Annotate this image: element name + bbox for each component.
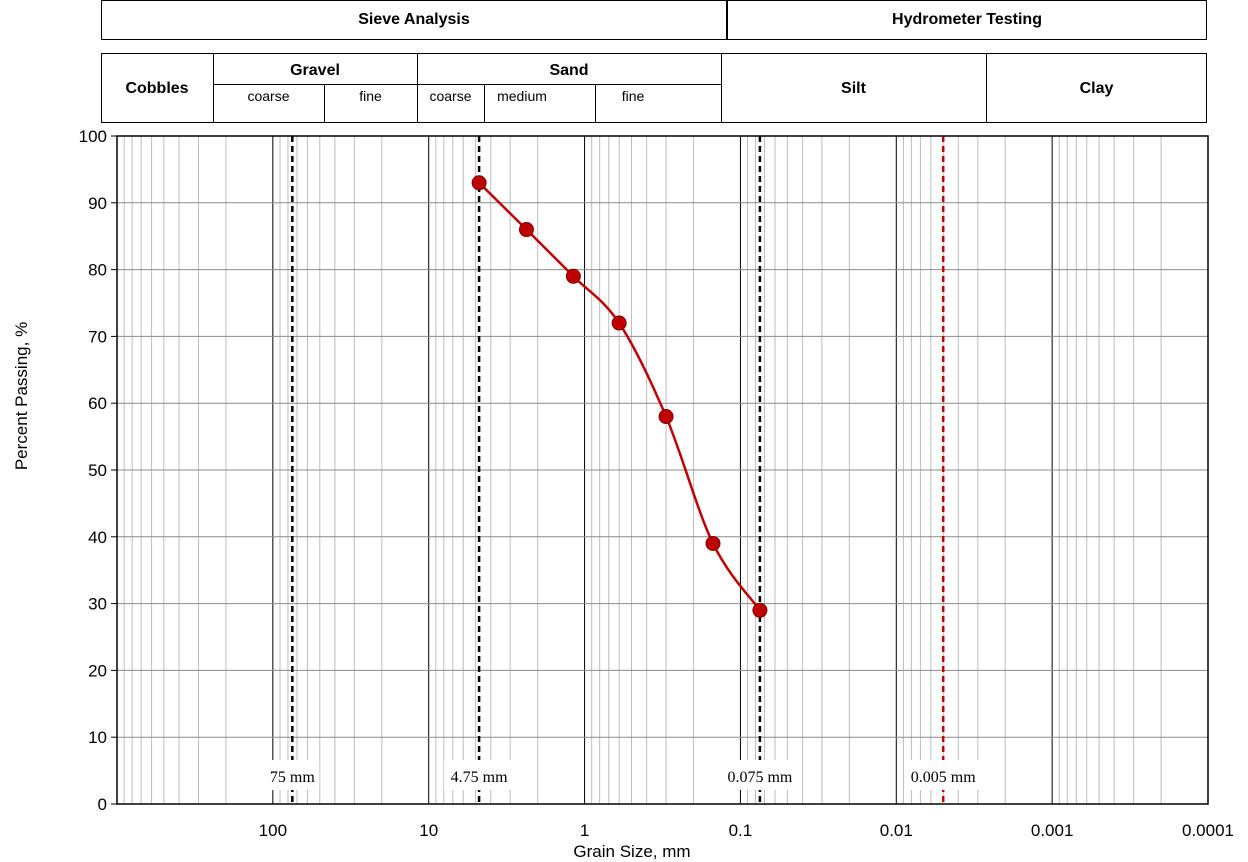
sand-coarse-label: coarse <box>429 88 472 104</box>
sand-medium-label: medium <box>497 88 547 104</box>
gravel-label: Gravel <box>290 62 340 79</box>
x-tick-label: 0.1 <box>729 821 753 840</box>
data-point <box>471 175 487 191</box>
sand-underline <box>417 84 721 85</box>
series-layer <box>471 175 768 618</box>
hydrometer-testing-cell <box>727 0 1207 40</box>
y-tick-label: 60 <box>88 394 107 413</box>
y-tick-label: 30 <box>88 595 107 614</box>
reference-line-label: 75 mm <box>270 769 315 786</box>
sep-sand-coarse-medium <box>484 84 485 123</box>
hydrometer-testing-label: Hydrometer Testing <box>892 11 1042 28</box>
reference-line-label: 0.075 mm <box>727 769 792 786</box>
reference-label-bg <box>720 760 799 790</box>
y-tick-label: 10 <box>88 728 107 747</box>
sep-sand-medium-fine <box>595 84 596 123</box>
x-tick-label: 100 <box>259 821 287 840</box>
y-tick-label: 20 <box>88 661 107 680</box>
gravel-underline <box>213 84 417 85</box>
sand-label: Sand <box>549 62 589 79</box>
x-tick-label: 0.01 <box>880 821 913 840</box>
x-tick-label: 1 <box>580 821 589 840</box>
gravel-fine-label: fine <box>359 88 382 104</box>
reference-label-bg <box>265 760 320 790</box>
soil-classes-row <box>101 53 1207 123</box>
data-point <box>611 315 627 331</box>
x-tick-label: 0.0001 <box>1182 821 1234 840</box>
reference-lines: 75 mm 4.75 mm 0.075 mm 0.005 mm <box>265 136 983 804</box>
y-tick-label: 90 <box>88 194 107 213</box>
data-point <box>658 409 674 425</box>
sep-gravel-coarse-fine <box>324 84 325 123</box>
y-tick-label: 40 <box>88 528 107 547</box>
x-axis-ticks: 100 10 1 0.1 0.01 0.001 0.0001 <box>259 821 1234 840</box>
data-point <box>705 535 721 551</box>
x-axis-label: Grain Size, mm <box>573 842 690 861</box>
clay-label: Clay <box>1079 80 1114 97</box>
sieve-analysis-cell <box>101 0 727 40</box>
data-point <box>518 222 534 238</box>
reference-line-label: 0.005 mm <box>911 769 976 786</box>
cobbles-label: Cobbles <box>125 80 189 97</box>
y-tick-label: 80 <box>88 261 107 280</box>
data-point <box>752 602 768 618</box>
y-tick-label: 70 <box>88 327 107 346</box>
silt-label: Silt <box>841 80 866 97</box>
reference-label-bg <box>904 760 983 790</box>
major-gridlines <box>117 136 1209 804</box>
sep-gravel-sand <box>417 53 418 123</box>
y-tick-label: 50 <box>88 461 107 480</box>
y-tick-label: 100 <box>79 127 107 146</box>
y-axis-label: Percent Passing, % <box>12 322 31 470</box>
gravel-coarse-label: coarse <box>247 88 290 104</box>
sep-silt-clay <box>986 53 987 123</box>
sep-sand-silt <box>721 53 722 123</box>
x-tick-label: 0.001 <box>1031 821 1074 840</box>
reference-label-bg <box>444 760 515 790</box>
x-tick-label: 10 <box>419 821 438 840</box>
data-point <box>565 268 581 284</box>
y-tick-label: 0 <box>98 795 107 814</box>
sieve-analysis-label: Sieve Analysis <box>358 11 470 28</box>
sand-fine-label: fine <box>621 88 645 104</box>
sep-cobbles-gravel <box>213 53 214 123</box>
reference-line-label: 4.75 mm <box>451 769 508 786</box>
y-axis-ticks: 0 10 20 30 40 50 60 70 80 90 100 <box>79 127 117 814</box>
